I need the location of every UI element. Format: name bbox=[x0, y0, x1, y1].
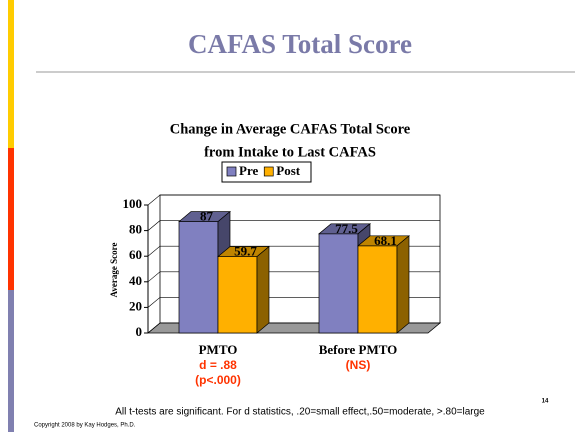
legend-label: Pre bbox=[239, 163, 258, 178]
legend-swatch bbox=[263, 166, 274, 177]
grid-line bbox=[147, 194, 440, 206]
y-tick-label: 20 bbox=[129, 298, 142, 313]
y-tick-label: 80 bbox=[129, 222, 142, 237]
bar bbox=[357, 245, 398, 334]
annotation: d = .88 bbox=[199, 358, 237, 372]
slide-title: CAFAS Total Score bbox=[188, 29, 412, 59]
bar bbox=[318, 233, 359, 334]
legend-swatch bbox=[226, 166, 237, 177]
y-tick-label: 40 bbox=[129, 273, 142, 288]
data-label: 59.7 bbox=[234, 244, 257, 259]
x-tick-label: Before PMTO bbox=[319, 342, 398, 357]
y-tick-label: 100 bbox=[123, 196, 143, 211]
grid-line bbox=[147, 220, 440, 231]
stripe bbox=[8, 0, 14, 148]
bar bbox=[178, 221, 219, 334]
y-axis-label: Average Score bbox=[109, 243, 119, 298]
y-tick-label: 0 bbox=[136, 324, 143, 339]
bar bbox=[217, 256, 258, 334]
data-label: 77.5 bbox=[335, 221, 358, 236]
y-tick-label: 60 bbox=[129, 247, 142, 262]
x-tick-label: PMTO bbox=[199, 342, 238, 357]
legend-label: Post bbox=[276, 163, 301, 178]
stripe bbox=[8, 148, 14, 290]
copyright: Copyright 2008 by Kay Hodges, Ph.D. bbox=[34, 423, 136, 429]
bar-side bbox=[396, 235, 410, 334]
data-label: 87 bbox=[200, 209, 214, 224]
annotation: (p<.000) bbox=[195, 373, 241, 387]
stripe bbox=[8, 290, 14, 432]
page-number: 14 bbox=[542, 399, 549, 405]
data-label: 68.1 bbox=[374, 233, 397, 248]
footnote: All t-tests are significant. For d stati… bbox=[115, 407, 485, 418]
bar-side bbox=[256, 245, 270, 334]
annotation: (NS) bbox=[346, 358, 371, 372]
chart-title: from Intake to Last CAFAS bbox=[204, 144, 376, 160]
chart-title: Change in Average CAFAS Total Score bbox=[170, 121, 411, 137]
